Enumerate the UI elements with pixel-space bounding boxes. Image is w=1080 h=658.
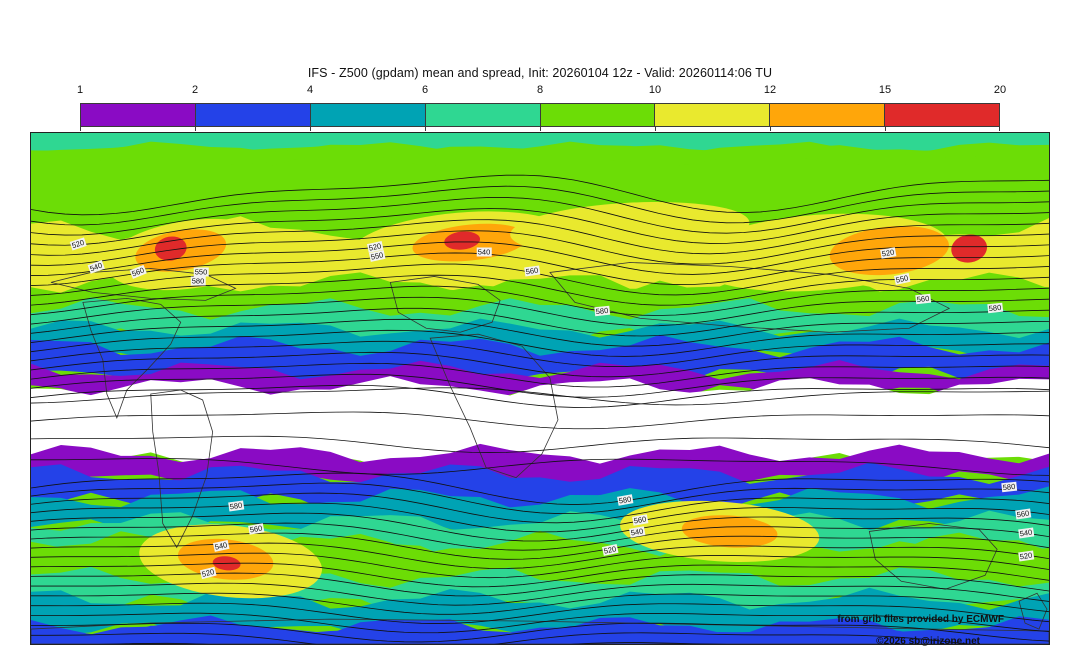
contour-sh-15 <box>31 622 1049 643</box>
contour-nh-19 <box>31 384 1049 408</box>
colorbar-segment-2-4 <box>195 104 311 126</box>
colorbar-segment-12-15 <box>770 104 886 126</box>
contour-nh-6 <box>31 241 1049 276</box>
map-canvas <box>31 133 1049 644</box>
contour-label-550-4: 550 <box>193 267 209 277</box>
colorbar-segment-1-2 <box>81 104 196 126</box>
contour-sh-3 <box>31 502 1049 533</box>
spread-band-arctic-green <box>31 141 1049 168</box>
contour-tropics-1 <box>31 411 1049 430</box>
coastline-3 <box>389 276 501 333</box>
colorbar-gradient <box>80 103 1000 127</box>
contour-sh-16 <box>31 632 972 644</box>
colorbar-segment-10-12 <box>655 104 771 126</box>
spread-band-antarctic-blue2 <box>31 622 1049 644</box>
contour-sh-9 <box>31 562 1049 588</box>
coastline-5 <box>549 262 951 333</box>
coastline-1 <box>82 297 182 419</box>
spread-core-europe-red <box>444 231 481 250</box>
contour-sh-5 <box>31 522 1049 551</box>
colorbar-tickmark-20 <box>999 127 1000 131</box>
colorbar-segment-4-6 <box>310 104 426 126</box>
contour-nh-7 <box>31 252 1049 287</box>
contour-sh-2 <box>31 492 1049 524</box>
colorbar-tick-2: 2 <box>191 84 199 96</box>
contour-lines <box>31 174 1049 644</box>
spread-band-sh-teal2 <box>31 587 1049 642</box>
colorbar-tick-15: 15 <box>878 84 892 96</box>
credit-source: from grib files provided by ECMWF <box>837 614 1004 625</box>
contour-nh-18 <box>31 373 1049 398</box>
colorbar-tickmark-8 <box>540 127 541 131</box>
colorbar-segment-6-8 <box>425 104 541 126</box>
colorbar-tick-4: 4 <box>306 84 314 96</box>
map-panel[interactable] <box>30 132 1050 645</box>
contour-nh-14 <box>31 329 1049 357</box>
page-title: IFS - Z500 (gpdam) mean and spread, Init… <box>307 66 773 80</box>
contour-label-580-3: 580 <box>190 276 206 286</box>
contour-nh-13 <box>31 318 1049 347</box>
colorbar-tickmark-10 <box>655 127 656 131</box>
credit-author: ©2026 sb@irizone.net <box>876 636 980 647</box>
colorbar-tick-labels: 1 2 4 6 8 10 12 15 20 <box>76 84 1006 100</box>
colorbar-tickmark-4 <box>310 127 311 131</box>
contour-nh-11 <box>31 296 1049 327</box>
colorbar-tick-20: 20 <box>993 84 1007 96</box>
colorbar-segment-15-20 <box>885 104 999 126</box>
contour-sh-6 <box>31 532 1049 560</box>
colorbar-tick-10: 10 <box>648 84 662 96</box>
colorbar: 1 2 4 6 8 10 12 15 20 <box>77 84 1006 131</box>
coastline-8 <box>31 618 1049 644</box>
contour-sh-12 <box>31 592 1049 615</box>
colorbar-tickmark-1 <box>80 127 81 131</box>
contour-nh-3 <box>31 208 1049 246</box>
contour-nh-2 <box>31 197 1049 236</box>
contour-nh-5 <box>31 230 1049 266</box>
contour-nh-4 <box>31 219 1049 256</box>
contour-sh-1 <box>31 482 1049 515</box>
spread-core-indian-orange <box>681 515 778 548</box>
contour-nh-16 <box>31 351 1049 378</box>
coastline-0 <box>50 268 237 301</box>
contour-nh-0 <box>31 174 1049 216</box>
contour-tropics-3 <box>31 458 1049 476</box>
colorbar-tick-8: 8 <box>536 84 544 96</box>
contour-nh-15 <box>31 340 1049 368</box>
spread-band-nh-spring <box>31 297 1049 350</box>
colorbar-tick-marks <box>80 127 1000 131</box>
contour-label-580-22: 580 <box>1001 481 1017 493</box>
contour-tropics-0 <box>31 387 1049 406</box>
contour-sh-4 <box>31 512 1049 542</box>
colorbar-tick-6: 6 <box>421 84 429 96</box>
spread-band-tropics-white <box>31 376 1049 471</box>
colorbar-tickmark-15 <box>885 127 886 131</box>
contour-nh-10 <box>31 285 1049 316</box>
contour-tropics-2 <box>31 435 1049 453</box>
contour-label-580-9: 580 <box>594 305 610 317</box>
spread-band-sh-purple <box>31 443 1049 490</box>
contour-label-580-13: 580 <box>987 302 1003 314</box>
colorbar-tick-12: 12 <box>763 84 777 96</box>
contour-nh-17 <box>31 362 1049 388</box>
contour-sh-11 <box>31 582 1049 606</box>
contour-sh-14 <box>31 612 1049 634</box>
contour-nh-1 <box>31 185 1049 226</box>
contour-nh-9 <box>31 274 1049 306</box>
contour-nh-12 <box>31 307 1049 337</box>
contour-sh-7 <box>31 542 1049 569</box>
colorbar-tickmark-12 <box>770 127 771 131</box>
colorbar-tickmark-6 <box>425 127 426 131</box>
contour-label-540-7: 540 <box>476 247 492 257</box>
contour-sh-0 <box>31 472 1049 505</box>
colorbar-tick-1: 1 <box>76 84 84 96</box>
contour-label-560-12: 560 <box>915 293 931 305</box>
spread-core-eastasia-red <box>951 234 988 263</box>
contour-sh-13 <box>31 602 1049 625</box>
colorbar-segment-8-10 <box>540 104 656 126</box>
colorbar-tickmark-2 <box>195 127 196 131</box>
contour-sh-8 <box>31 552 1049 579</box>
